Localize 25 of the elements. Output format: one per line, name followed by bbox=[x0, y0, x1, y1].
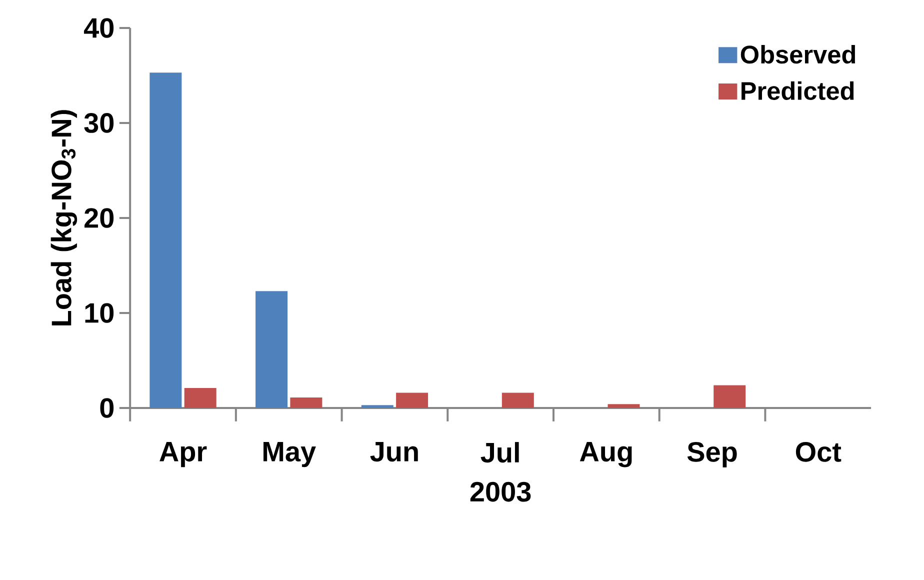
y-tick-label: 30 bbox=[84, 113, 114, 133]
y-tick-label: 10 bbox=[85, 303, 114, 323]
bar bbox=[361, 405, 394, 408]
bar bbox=[608, 404, 640, 408]
y-axis-title: Load (kg-NO$_{3}$-N) bbox=[50, 110, 78, 326]
legend-label: Observed bbox=[740, 44, 856, 64]
x-tick-label: Oct bbox=[796, 442, 842, 462]
legend-label: Predicted bbox=[742, 81, 854, 100]
y-tick-label: 0 bbox=[100, 398, 114, 418]
x-tick-label: May bbox=[264, 442, 316, 468]
bar bbox=[290, 398, 322, 408]
bar bbox=[714, 385, 746, 408]
x-tick-label: Aug bbox=[580, 442, 632, 468]
bar bbox=[396, 392, 428, 408]
y-tick-label: 20 bbox=[84, 208, 114, 228]
x-axis-title: 2003 bbox=[470, 482, 531, 502]
bar bbox=[184, 388, 216, 408]
bar bbox=[502, 392, 534, 408]
bar bbox=[256, 291, 288, 408]
bar bbox=[150, 72, 182, 408]
x-tick-label: Jun bbox=[370, 442, 418, 462]
x-tick-label: Sep bbox=[687, 442, 737, 468]
y-tick-label: 40 bbox=[84, 18, 114, 38]
x-tick-label: Apr bbox=[160, 442, 207, 468]
x-tick-label: Jul bbox=[480, 442, 519, 463]
